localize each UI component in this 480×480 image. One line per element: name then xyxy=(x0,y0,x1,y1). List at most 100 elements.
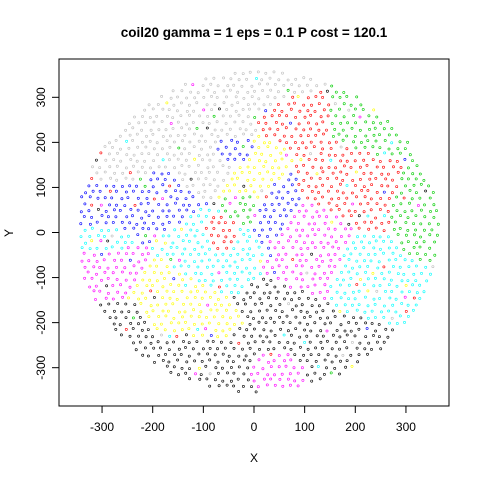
scatter-point xyxy=(223,346,227,350)
scatter-point xyxy=(335,329,339,332)
scatter-point xyxy=(286,201,290,205)
scatter-point xyxy=(273,96,277,100)
scatter-point xyxy=(289,235,292,239)
scatter-point xyxy=(430,228,434,232)
scatter-point xyxy=(83,265,87,269)
scatter-point xyxy=(180,366,184,370)
scatter-point xyxy=(116,151,119,155)
scatter-point xyxy=(184,272,188,276)
scatter-point xyxy=(156,254,160,257)
scatter-point xyxy=(215,96,219,99)
scatter-point xyxy=(395,159,399,163)
x-tick-label: 100 xyxy=(295,420,315,434)
scatter-point xyxy=(327,253,331,257)
scatter-point xyxy=(146,252,150,256)
scatter-point xyxy=(140,328,144,332)
scatter-point xyxy=(224,145,228,149)
scatter-point xyxy=(199,171,203,174)
scatter-point xyxy=(177,171,181,175)
scatter-point xyxy=(153,234,157,238)
scatter-point xyxy=(343,329,347,333)
scatter-point xyxy=(121,295,125,299)
scatter-point xyxy=(375,152,379,156)
scatter-point xyxy=(200,259,204,263)
scatter-point xyxy=(294,177,298,181)
scatter-point xyxy=(214,366,218,370)
scatter-point xyxy=(226,359,230,363)
scatter-point xyxy=(307,222,311,226)
scatter-point xyxy=(177,235,181,238)
scatter-point xyxy=(277,114,281,117)
scatter-point xyxy=(338,258,342,261)
scatter-point xyxy=(379,247,382,251)
scatter-point xyxy=(220,128,224,132)
scatter-point xyxy=(377,323,381,326)
scatter-point xyxy=(248,208,252,212)
scatter-point xyxy=(144,335,148,339)
scatter-point xyxy=(323,358,327,362)
scatter-point xyxy=(195,340,199,344)
scatter-point xyxy=(252,365,256,369)
scatter-point xyxy=(367,227,371,231)
scatter-point xyxy=(156,340,160,344)
scatter-point xyxy=(367,114,371,118)
scatter-point xyxy=(147,227,151,231)
scatter-point xyxy=(136,208,140,212)
scatter-point xyxy=(342,164,346,168)
scatter-point xyxy=(382,315,386,319)
scatter-point xyxy=(327,264,331,268)
scatter-point xyxy=(183,172,187,176)
scatter-point xyxy=(331,134,335,138)
scatter-point xyxy=(209,308,213,312)
scatter-point xyxy=(412,272,416,276)
scatter-point xyxy=(232,371,236,375)
scatter-point xyxy=(234,95,238,99)
scatter-point xyxy=(111,221,115,224)
scatter-point xyxy=(88,195,92,199)
scatter-point xyxy=(234,109,238,113)
scatter-point xyxy=(232,247,236,251)
scatter-point xyxy=(83,202,87,206)
scatter-point xyxy=(261,340,265,344)
scatter-point xyxy=(132,264,136,268)
scatter-point xyxy=(262,277,266,281)
scatter-point xyxy=(221,329,225,333)
scatter-point xyxy=(326,114,330,118)
scatter-point xyxy=(306,322,309,326)
scatter-point xyxy=(301,90,304,94)
scatter-point xyxy=(103,196,107,200)
scatter-point xyxy=(391,251,395,255)
scatter-point xyxy=(301,204,305,207)
scatter-point xyxy=(294,327,298,331)
scatter-point xyxy=(274,146,278,150)
scatter-point xyxy=(368,177,372,181)
scatter-point xyxy=(217,221,221,225)
scatter-point xyxy=(329,258,333,262)
scatter-point xyxy=(121,270,124,274)
scatter-point xyxy=(319,166,323,170)
scatter-point xyxy=(321,309,325,313)
scatter-point xyxy=(321,334,325,338)
scatter-point xyxy=(250,133,254,137)
scatter-point xyxy=(308,340,312,344)
scatter-point xyxy=(240,84,244,88)
scatter-point xyxy=(286,341,290,344)
scatter-point xyxy=(159,322,163,326)
scatter-point xyxy=(298,321,302,325)
scatter-point xyxy=(82,215,86,218)
scatter-point xyxy=(102,258,106,262)
scatter-point xyxy=(224,308,228,312)
scatter-point xyxy=(364,134,368,138)
scatter-point xyxy=(157,315,161,318)
scatter-point xyxy=(260,78,264,82)
scatter-point xyxy=(353,159,357,163)
scatter-point xyxy=(290,135,294,138)
scatter-point xyxy=(289,333,293,337)
scatter-point xyxy=(173,329,176,333)
scatter-point xyxy=(333,127,337,131)
scatter-point xyxy=(203,139,207,143)
scatter-point xyxy=(268,240,272,244)
scatter-point xyxy=(337,207,341,211)
scatter-point xyxy=(319,340,323,344)
scatter-point xyxy=(294,127,298,131)
